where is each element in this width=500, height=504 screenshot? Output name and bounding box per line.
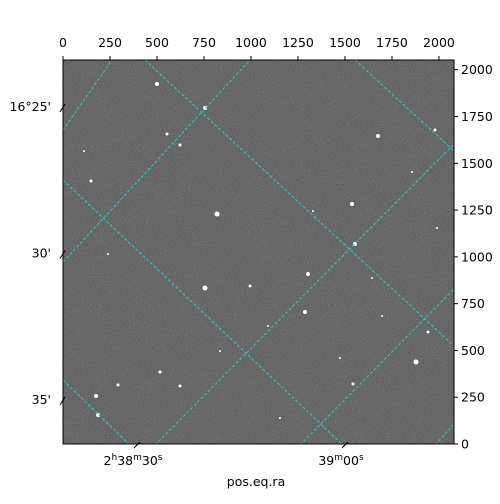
ra-tick-label: 39m00s	[318, 453, 364, 468]
y-tick-label: 500	[461, 343, 485, 358]
dec-tick-label: 30'	[32, 246, 51, 261]
ra-tick	[341, 441, 349, 449]
y-tick-label: 1250	[461, 203, 493, 218]
dec-tick	[59, 396, 66, 406]
y-tick-label: 750	[461, 296, 485, 311]
ra-tick-label: 2h38m30s	[104, 453, 163, 468]
y-tick-label: 1750	[461, 109, 493, 124]
x-tick-label: 1500	[329, 35, 361, 50]
axes-frame	[62, 59, 455, 445]
coordinate-grid	[63, 60, 454, 444]
x-tick-label: 1000	[235, 35, 267, 50]
y-tick-label: 1000	[461, 249, 493, 264]
y-tick-label: 1500	[461, 156, 493, 171]
x-tick-label: 1250	[282, 35, 314, 50]
dec-tick	[59, 250, 66, 259]
dec-tick-label: 35'	[32, 392, 51, 407]
x-tick-label: 0	[59, 35, 67, 50]
dec-tick	[59, 103, 66, 113]
x-tick-label: 250	[98, 35, 122, 50]
x-tick-label: 2000	[423, 35, 455, 50]
y-tick-label: 0	[461, 437, 469, 452]
x-tick-label: 750	[192, 35, 216, 50]
y-tick-label: 250	[461, 390, 485, 405]
x-tick-label: 1750	[376, 35, 408, 50]
dec-tick-label: 16°25'	[10, 99, 52, 114]
x-axis-label: pos.eq.ra	[227, 474, 285, 489]
image	[63, 60, 454, 444]
y-tick-label: 2000	[461, 62, 493, 77]
x-tick-label: 500	[145, 35, 169, 50]
ra-tick	[133, 441, 141, 449]
